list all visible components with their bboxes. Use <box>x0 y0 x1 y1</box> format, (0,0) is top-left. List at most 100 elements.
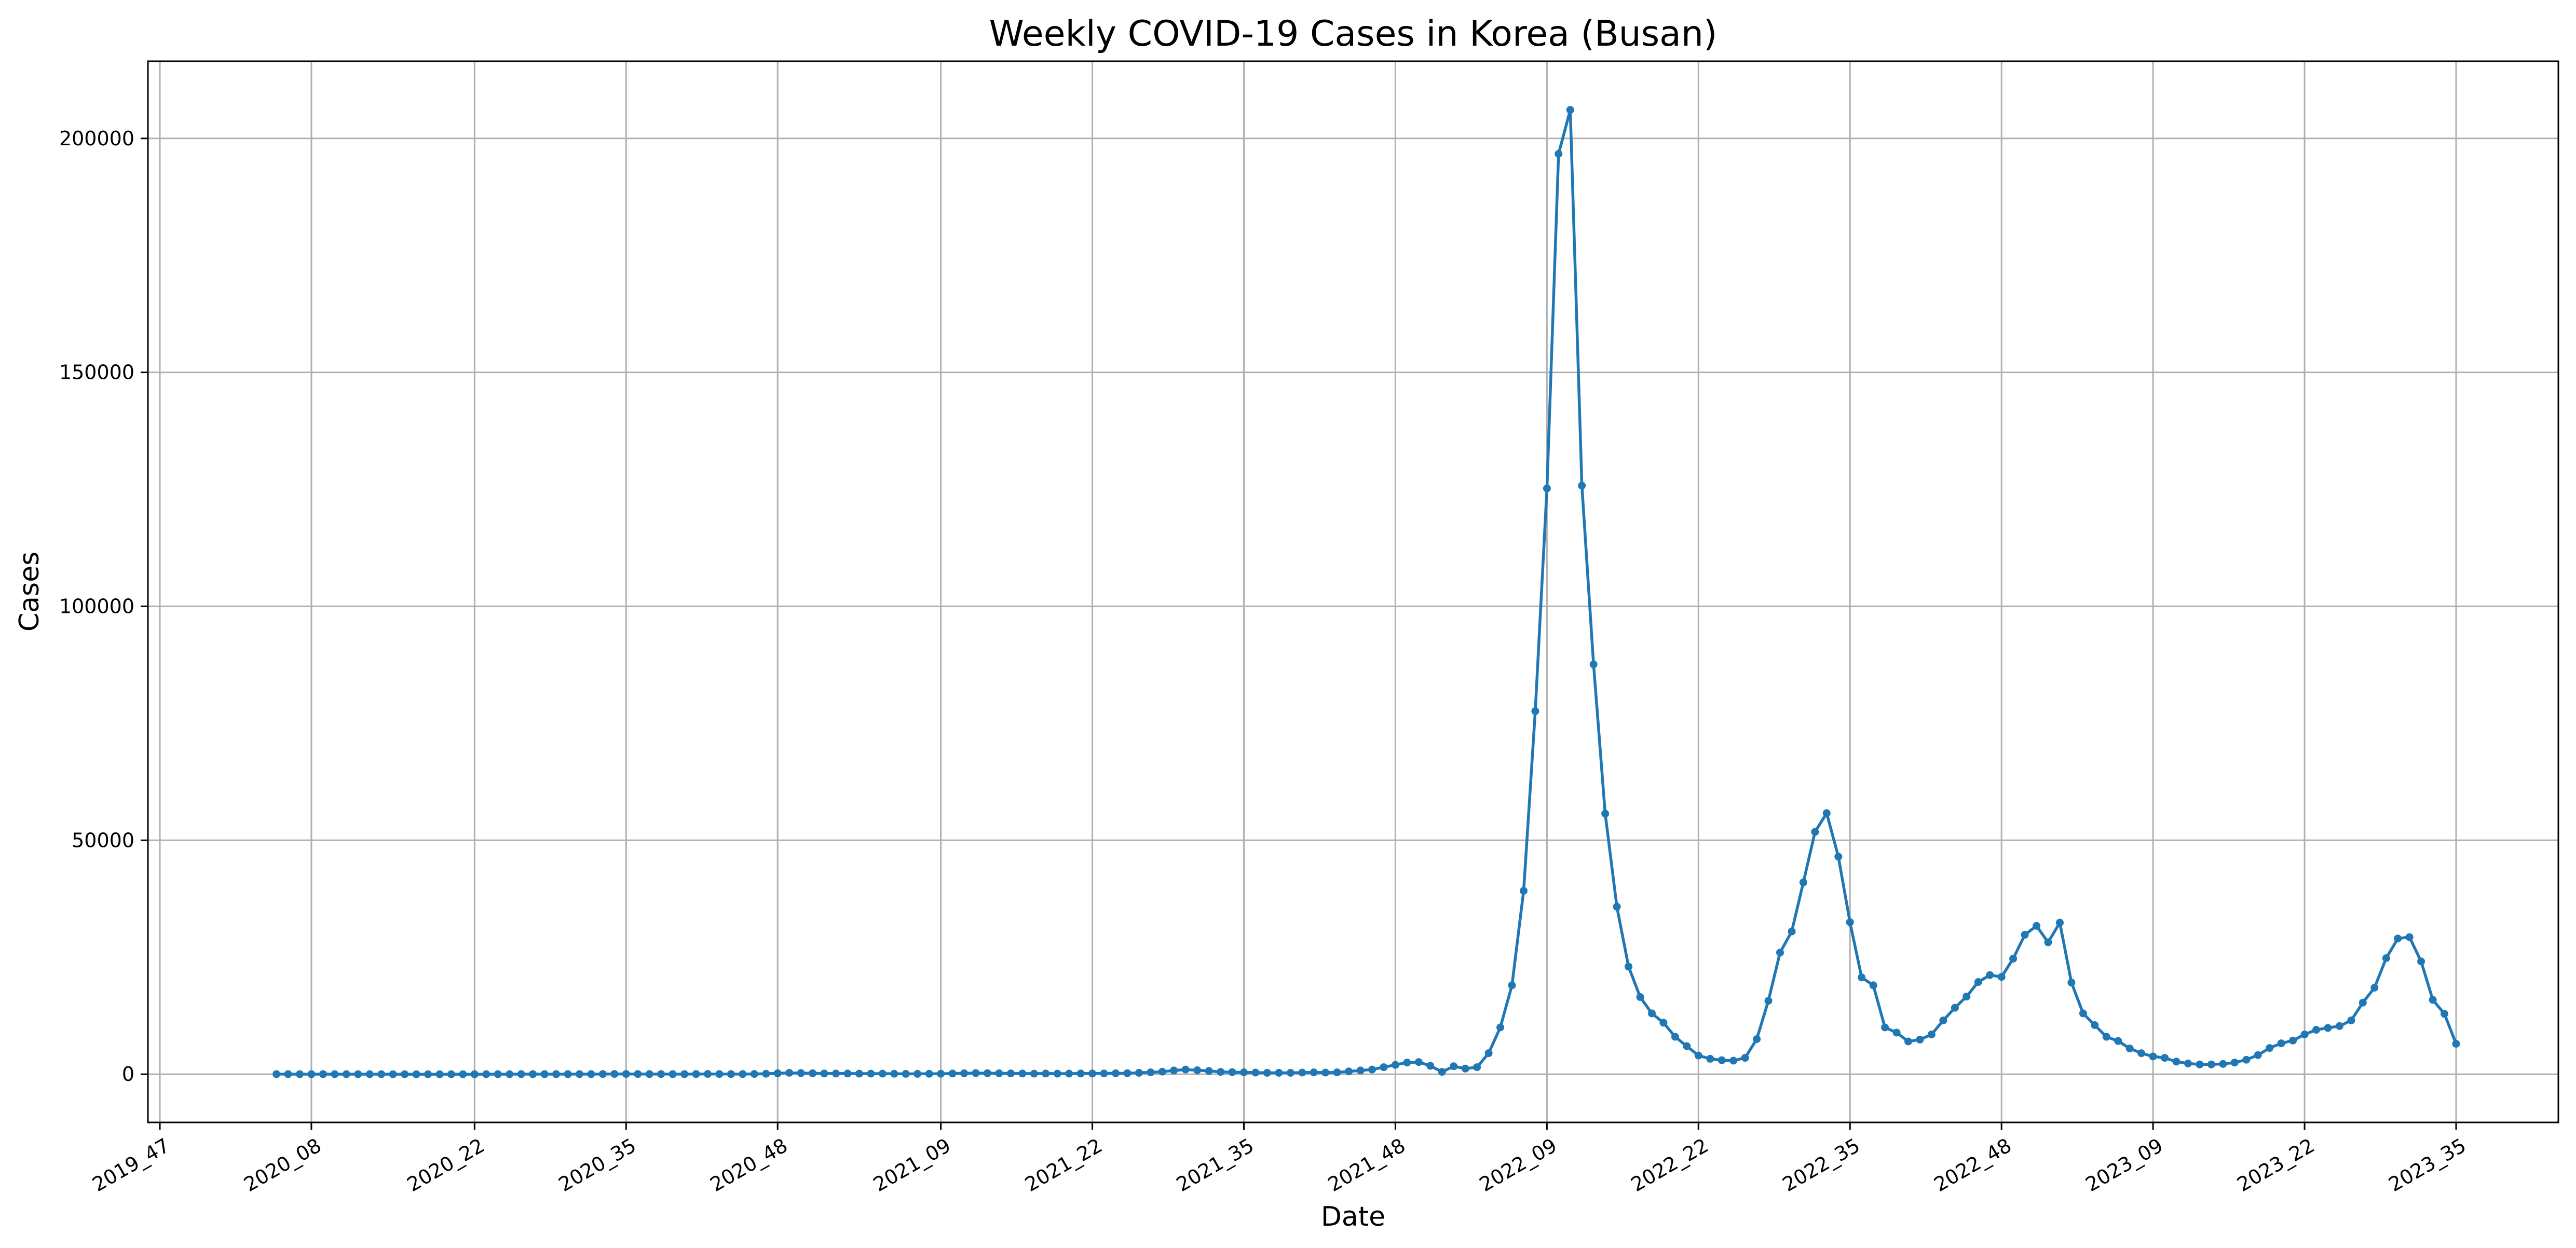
data-point <box>2196 1060 2204 1068</box>
data-point <box>2137 1049 2146 1058</box>
data-point <box>1076 1069 1085 1078</box>
data-point <box>272 1070 281 1078</box>
data-point <box>2067 978 2076 986</box>
data-point <box>1042 1069 1050 1078</box>
data-point <box>902 1069 910 1078</box>
data-point <box>1356 1066 1365 1075</box>
data-point <box>2324 1024 2332 1032</box>
data-point <box>867 1069 875 1078</box>
data-point <box>1181 1065 1190 1074</box>
data-point <box>1275 1068 1283 1077</box>
data-point <box>2452 1040 2460 1048</box>
data-point <box>2254 1051 2262 1059</box>
data-point <box>2033 922 2041 930</box>
data-point <box>342 1070 350 1078</box>
data-point <box>459 1070 467 1078</box>
x-axis-label: Date <box>1321 1201 1385 1232</box>
data-point <box>540 1070 549 1078</box>
data-point <box>855 1069 863 1078</box>
data-point <box>1927 1031 1936 1038</box>
data-point <box>1170 1066 1178 1075</box>
data-point <box>995 1069 1003 1077</box>
data-point <box>506 1070 514 1078</box>
data-point <box>1006 1069 1015 1077</box>
data-point <box>820 1069 828 1078</box>
chart-title: Weekly COVID-19 Cases in Korea (Busan) <box>989 13 1718 54</box>
data-point <box>610 1070 619 1078</box>
data-point <box>1543 484 1551 492</box>
data-point <box>1321 1068 1330 1077</box>
grid-lines <box>148 61 2558 1122</box>
data-point <box>1694 1051 1702 1060</box>
data-point <box>890 1069 898 1078</box>
data-point <box>470 1070 479 1078</box>
data-point <box>878 1069 887 1078</box>
data-point <box>843 1069 852 1078</box>
data-point <box>1403 1059 1411 1067</box>
data-point <box>1706 1054 1714 1063</box>
data-point <box>2207 1060 2215 1068</box>
data-point <box>1263 1068 1271 1077</box>
data-point <box>1811 828 1819 836</box>
data-point <box>1217 1068 1225 1076</box>
data-point <box>634 1070 642 1078</box>
data-point <box>1193 1066 1202 1074</box>
data-point <box>622 1070 630 1078</box>
data-point <box>1053 1069 1061 1078</box>
data-point <box>1380 1063 1388 1072</box>
data-point <box>1030 1069 1038 1078</box>
data-point <box>529 1070 537 1078</box>
data-point <box>1240 1068 1248 1076</box>
data-point <box>832 1069 840 1078</box>
data-point <box>1764 997 1773 1005</box>
data-point <box>2242 1055 2251 1064</box>
data-point <box>1135 1068 1143 1077</box>
data-point <box>424 1070 432 1078</box>
data-point <box>1333 1068 1341 1076</box>
data-point <box>1881 1023 1889 1032</box>
data-point <box>1205 1067 1213 1075</box>
data-point <box>1414 1058 1423 1066</box>
data-point <box>2370 983 2379 992</box>
y-tick-label: 0 <box>122 1063 134 1086</box>
data-point <box>2184 1059 2192 1067</box>
data-point <box>598 1070 607 1078</box>
data-point <box>715 1070 724 1078</box>
data-point <box>2394 935 2402 943</box>
data-point <box>1659 1019 1668 1027</box>
data-point <box>447 1070 455 1078</box>
data-point <box>750 1070 758 1078</box>
data-point <box>2300 1031 2309 1038</box>
data-point <box>797 1069 805 1077</box>
data-point <box>1718 1056 1726 1064</box>
data-point <box>1123 1069 1132 1077</box>
data-point <box>2172 1058 2180 1066</box>
data-point <box>1228 1068 1236 1076</box>
data-point <box>575 1070 583 1078</box>
data-point <box>2335 1022 2343 1030</box>
data-point <box>1426 1062 1435 1070</box>
data-point <box>1904 1037 1912 1046</box>
data-point <box>1822 809 1831 817</box>
data-point <box>552 1070 560 1078</box>
data-point <box>1625 963 1633 971</box>
data-point <box>2230 1059 2239 1067</box>
data-point <box>2161 1054 2169 1062</box>
data-point <box>1461 1064 1469 1073</box>
plot-area-frame <box>147 60 2559 1123</box>
data-point <box>1858 973 1866 981</box>
data-point <box>1636 993 1644 1001</box>
data-point <box>645 1070 653 1078</box>
data-point <box>1088 1069 1096 1078</box>
data-point <box>517 1070 525 1078</box>
data-point <box>1834 853 1843 861</box>
data-point <box>2312 1026 2320 1034</box>
data-point <box>1648 1009 1656 1018</box>
data-point <box>377 1070 386 1078</box>
data-point <box>1065 1069 1073 1078</box>
data-point <box>1962 992 1971 1000</box>
data-point <box>1601 810 1610 818</box>
data-point <box>704 1070 712 1078</box>
data-point <box>914 1069 922 1078</box>
